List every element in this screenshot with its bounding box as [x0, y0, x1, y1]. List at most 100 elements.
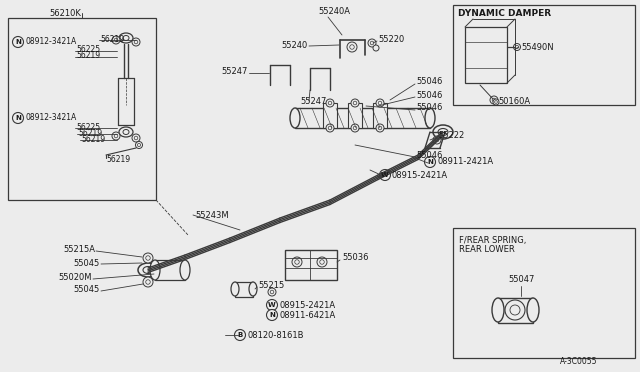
Circle shape	[266, 310, 278, 321]
Ellipse shape	[180, 260, 190, 280]
Circle shape	[112, 36, 120, 44]
Text: 55020M: 55020M	[58, 273, 92, 282]
Text: N: N	[15, 115, 21, 121]
Text: A-3C0055: A-3C0055	[560, 357, 598, 366]
Text: 55215: 55215	[258, 280, 284, 289]
Text: 08912-3421A: 08912-3421A	[25, 113, 76, 122]
Text: 55222: 55222	[438, 131, 464, 140]
Ellipse shape	[510, 305, 520, 315]
Circle shape	[295, 260, 300, 264]
Ellipse shape	[123, 35, 129, 41]
Ellipse shape	[143, 266, 153, 273]
Text: 08911-2421A: 08911-2421A	[437, 157, 493, 167]
Ellipse shape	[492, 298, 504, 322]
Text: 55243M: 55243M	[195, 211, 228, 219]
Ellipse shape	[119, 33, 133, 43]
Bar	[155, 260, 185, 280]
Bar	[323, 103, 337, 128]
Circle shape	[143, 253, 153, 263]
Circle shape	[378, 126, 382, 130]
Bar	[465, 27, 507, 83]
Circle shape	[490, 96, 498, 104]
Text: 55220: 55220	[378, 35, 404, 45]
Bar	[8, 18, 156, 200]
Text: 55047: 55047	[508, 276, 534, 285]
Text: 08912-3421A: 08912-3421A	[25, 38, 76, 46]
Ellipse shape	[138, 263, 158, 277]
Text: N: N	[427, 159, 433, 165]
Ellipse shape	[425, 108, 435, 128]
Text: 56225: 56225	[76, 45, 100, 55]
Circle shape	[146, 256, 150, 260]
Text: N: N	[269, 312, 275, 318]
Text: 55240A: 55240A	[318, 7, 350, 16]
Circle shape	[353, 101, 357, 105]
Text: 55036: 55036	[342, 253, 369, 263]
Text: 55046: 55046	[416, 77, 442, 87]
Bar	[285, 250, 337, 280]
Text: 55046: 55046	[416, 90, 442, 99]
Text: 55247: 55247	[300, 97, 326, 106]
Circle shape	[433, 136, 441, 144]
Text: 08915-2421A: 08915-2421A	[392, 170, 448, 180]
Text: 55490N: 55490N	[521, 42, 554, 51]
Ellipse shape	[150, 260, 160, 280]
Circle shape	[112, 132, 120, 140]
Text: REAR LOWER: REAR LOWER	[459, 246, 515, 254]
Circle shape	[378, 101, 382, 105]
Circle shape	[317, 257, 327, 267]
Text: 56210K: 56210K	[49, 9, 81, 17]
Circle shape	[143, 277, 153, 287]
Circle shape	[138, 144, 141, 147]
Circle shape	[292, 257, 302, 267]
Circle shape	[373, 45, 379, 51]
Circle shape	[370, 41, 374, 45]
Circle shape	[234, 330, 246, 340]
Circle shape	[353, 126, 357, 130]
Bar	[295, 108, 430, 128]
Circle shape	[134, 136, 138, 140]
Ellipse shape	[527, 298, 539, 322]
Circle shape	[380, 170, 390, 180]
Circle shape	[268, 288, 276, 296]
Circle shape	[270, 290, 274, 294]
Text: 56219: 56219	[106, 155, 130, 164]
Text: 08120-8161B: 08120-8161B	[247, 330, 303, 340]
Text: 56219: 56219	[78, 128, 102, 138]
Ellipse shape	[119, 127, 133, 137]
Bar	[498, 298, 533, 323]
Circle shape	[347, 42, 357, 52]
Text: 08911-6421A: 08911-6421A	[279, 311, 335, 320]
Text: N: N	[15, 39, 21, 45]
Text: F/REAR SPRING,: F/REAR SPRING,	[459, 235, 526, 244]
Text: DYNAMIC DAMPER: DYNAMIC DAMPER	[458, 9, 551, 17]
Text: 55215A: 55215A	[63, 246, 95, 254]
Text: 08915-2421A: 08915-2421A	[279, 301, 335, 310]
Circle shape	[424, 157, 435, 167]
Circle shape	[114, 38, 118, 42]
Circle shape	[328, 101, 332, 105]
Circle shape	[320, 260, 324, 264]
Text: 55046: 55046	[416, 103, 442, 112]
Circle shape	[13, 112, 24, 124]
Circle shape	[114, 134, 118, 138]
Text: 56219: 56219	[81, 135, 105, 144]
Circle shape	[326, 124, 334, 132]
Circle shape	[368, 39, 376, 47]
Text: 55045: 55045	[74, 259, 100, 267]
Circle shape	[13, 36, 24, 48]
Circle shape	[134, 40, 138, 44]
Ellipse shape	[433, 125, 453, 139]
Circle shape	[495, 101, 497, 103]
Circle shape	[492, 98, 496, 102]
Circle shape	[349, 45, 355, 49]
Text: 55240: 55240	[282, 41, 308, 49]
Bar	[348, 103, 362, 128]
Circle shape	[351, 99, 359, 107]
Ellipse shape	[505, 300, 525, 320]
Circle shape	[376, 124, 384, 132]
Text: B: B	[237, 332, 243, 338]
Text: 56219: 56219	[100, 35, 124, 45]
Ellipse shape	[231, 282, 239, 296]
Circle shape	[146, 280, 150, 284]
